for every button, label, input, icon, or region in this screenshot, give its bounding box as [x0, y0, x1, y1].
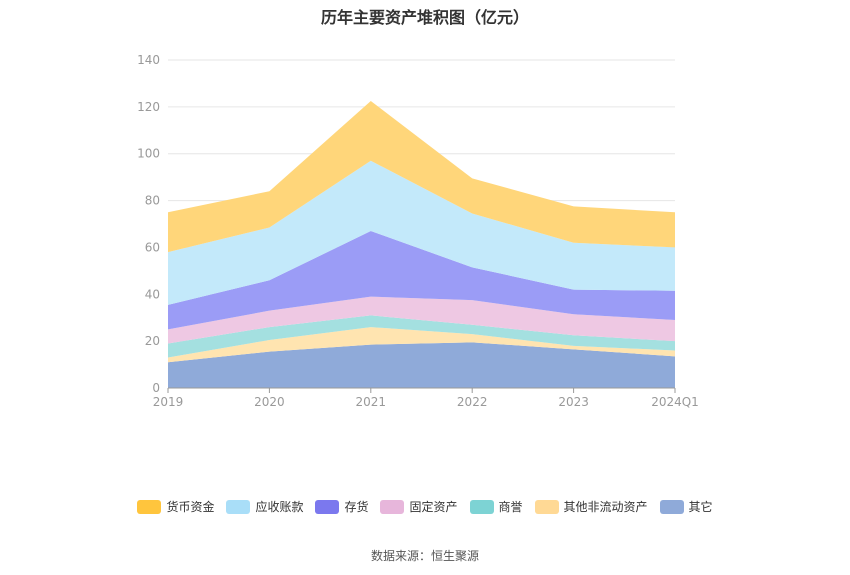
- legend-label: 其他非流动资产: [563, 500, 648, 514]
- legend-swatch: [469, 499, 494, 514]
- y-tick-label: 140: [137, 53, 160, 67]
- legend-swatch: [659, 499, 684, 514]
- y-tick-label: 100: [137, 147, 160, 161]
- y-tick-label: 0: [152, 381, 160, 395]
- area-series-5: [168, 160, 675, 305]
- stacked-area-chart: 0 20 40 60 80 100 120 140 2019 2020 2021 2022 2023 20…: [137, 53, 699, 409]
- x-tick-label: 2023: [558, 395, 589, 409]
- y-tick-label: 40: [145, 287, 160, 301]
- x-tick-label: 2022: [457, 395, 488, 409]
- area-series-4: [168, 231, 675, 330]
- chart-legend: 货币资金 应收账款 存货 固定资产 商誉 其他非流动资产 其它: [0, 498, 850, 515]
- legend-item[interactable]: 货币资金: [137, 498, 214, 515]
- legend-swatch: [137, 499, 162, 514]
- area-series-2: [168, 315, 675, 358]
- chart-title: 历年主要资产堆积图（亿元）: [320, 8, 529, 27]
- legend-label: 货币资金: [166, 500, 215, 514]
- x-tick-label: 2021: [356, 395, 387, 409]
- y-tick-label: 80: [145, 194, 160, 208]
- data-source: 数据来源：恒生聚源: [370, 549, 479, 563]
- y-tick-label: 120: [137, 100, 160, 114]
- legend-item[interactable]: 存货: [315, 498, 368, 515]
- legend-item[interactable]: 其它: [659, 498, 713, 515]
- x-tick-label: 2024Q1: [651, 395, 699, 409]
- legend-swatch: [315, 499, 340, 514]
- legend-label: 存货: [344, 500, 369, 514]
- legend-swatch: [226, 499, 251, 514]
- legend-item[interactable]: 商誉: [469, 498, 523, 515]
- area-series-6: [168, 101, 675, 253]
- legend-label: 其它: [688, 500, 713, 514]
- x-tick-label: 2019: [153, 395, 184, 409]
- x-tick-label: 2020: [254, 395, 285, 409]
- legend-item[interactable]: 其他非流动资产: [534, 498, 648, 515]
- y-tick-label: 20: [145, 334, 160, 348]
- legend-label: 固定资产: [409, 500, 458, 514]
- legend-label: 商誉: [498, 500, 523, 514]
- area-series-3: [168, 296, 675, 344]
- area-series-0: [168, 342, 675, 388]
- y-tick-label: 60: [145, 240, 160, 254]
- legend-item[interactable]: 应收账款: [226, 498, 303, 515]
- legend-item[interactable]: 固定资产: [380, 498, 458, 515]
- legend-label: 应收账款: [255, 500, 304, 514]
- legend-swatch: [534, 499, 559, 514]
- area-series-1: [168, 327, 675, 363]
- legend-swatch: [380, 499, 405, 514]
